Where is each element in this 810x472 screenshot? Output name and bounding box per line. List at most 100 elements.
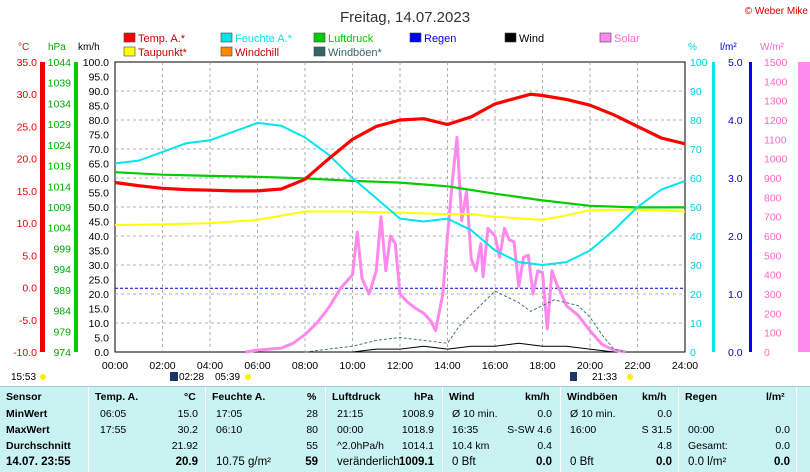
header-rain-unit: l/m² [766,391,785,403]
cell-gust-b-1: S 31.5 [641,424,672,436]
pressure-axis-bar [74,62,78,352]
cell-temp-time-1: 17:55 [100,424,127,436]
x-tick-4: 08:00 [292,360,318,372]
legend-swatch-8 [313,46,326,57]
cell-press-val-2: 1014.1 [401,440,434,452]
cell-temp-val-3: 20.9 [175,456,198,468]
cell-rain-a-2: Gesamt: [688,440,728,452]
tick-wind-4: 80.0 [89,115,110,127]
legend-swatch-2 [313,32,326,43]
cell-temp-val-0: 15.0 [177,408,198,420]
legend-label-4: Wind [519,33,544,45]
header-sensor: Sensor [6,391,42,403]
tick-pressure-12: 984 [53,306,71,318]
cell-gust-b-3: 0.0 [656,456,672,468]
x-tick-8: 16:00 [482,360,508,372]
moon-icon [40,374,46,380]
tick-temp-6: 5.0 [22,250,37,262]
tick-wind-5: 75.0 [89,130,110,142]
pressure-unit: hPa [48,42,66,53]
cell-press-time-0: 21:15 [337,408,364,420]
tick-rain-3: 2.0 [728,231,743,243]
tick-pressure-13: 979 [53,326,71,338]
tick-wind-12: 40.0 [89,231,110,243]
cell-wind-b-1: S-SW 4.6 [507,424,552,436]
tick-wind-8: 60.0 [89,173,110,185]
tick-solar-3: 1200 [764,115,788,127]
x-tick-0: 00:00 [102,360,128,372]
tick-rain-5: 0.0 [728,347,743,359]
tick-wind-3: 85.0 [89,101,110,113]
cell-hum-time-3: 10.75 g/m² [216,456,271,468]
legend-label-6: Taupunkt* [138,47,188,59]
tick-temp-0: 35.0 [17,57,38,69]
tick-solar-2: 1300 [764,96,788,108]
sunset-time: 21:33 [592,372,617,383]
tick-wind-17: 15.0 [89,304,110,316]
legend-label-1: Feuchte A.* [235,33,293,45]
tick-wind-19: 5.0 [94,333,109,345]
x-tick-10: 20:00 [577,360,603,372]
tick-humidity-10: 0 [690,347,696,359]
cell-rain-b-3: 0.0 [774,456,790,468]
cell-press-time-2: ^2.0hPa/h [337,440,384,452]
wind-unit: km/h [78,42,100,53]
tick-pressure-7: 1009 [48,202,72,214]
tick-humidity-7: 30 [690,260,702,272]
series-luftdruck [114,171,685,209]
header-temp-unit: °C [184,391,196,403]
x-tick-9: 18:00 [529,360,555,372]
legend-swatch-7 [220,46,233,57]
sunrise-icon [245,374,251,380]
moon-rise-time: 15:53 [11,372,36,383]
series-feuchtea [114,121,686,266]
header-wind-unit: km/h [525,391,550,403]
tick-wind-1: 95.0 [89,72,110,84]
cell-press-time-3: veränderlich [337,456,400,468]
tick-humidity-4: 60 [690,173,702,185]
cell-rain-b-1: 0.0 [775,424,790,436]
tick-humidity-3: 70 [690,144,702,156]
cell-press-val-0: 1008.9 [401,408,434,420]
tick-wind-2: 90.0 [89,86,110,98]
cell-hum-val-2: 55 [306,440,318,452]
header-pressure-unit: hPa [414,391,434,403]
tick-solar-15: 0 [764,347,770,359]
tick-pressure-2: 1034 [48,98,72,110]
tick-wind-20: 0.0 [94,347,109,359]
rain-unit: l/m² [720,42,737,53]
tick-solar-12: 300 [764,289,782,301]
tick-humidity-5: 50 [690,202,702,214]
tick-pressure-1: 1039 [48,78,72,90]
tick-wind-0: 100.0 [83,57,109,69]
tick-pressure-3: 1029 [48,119,72,131]
tick-pressure-4: 1024 [48,140,72,152]
cell-rain-a-3: 0.0 l/m² [688,456,727,468]
humidity-axis-bar [712,62,715,352]
cell-rain-b-2: 0.0 [775,440,790,452]
copyright-text: © Weber Mike [745,6,809,17]
cell-hum-time-0: 17:05 [216,408,243,420]
tick-wind-6: 70.0 [89,144,110,156]
tick-solar-14: 100 [764,328,782,340]
cell-label-2: Durchschnitt [6,440,71,452]
tick-humidity-2: 80 [690,115,702,127]
tick-humidity-6: 40 [690,231,702,243]
tick-wind-7: 65.0 [89,159,110,171]
tick-solar-0: 1500 [764,57,788,69]
tick-temp-1: 30.0 [17,89,38,101]
legend-swatch-1 [220,32,233,43]
tick-wind-14: 30.0 [89,260,110,272]
cell-wind-b-2: 0.4 [537,440,552,452]
axis-unit-row: °C hPa km/h % l/m² W/m² [18,42,785,53]
x-tick-5: 10:00 [339,360,365,372]
x-tick-6: 12:00 [387,360,413,372]
moonset-time: 02:28 [179,372,204,383]
legend-label-2: Luftdruck [328,33,374,45]
cell-wind-a-3: 0 Bft [452,456,476,468]
tick-pressure-8: 1004 [48,223,72,235]
header-temp: Temp. A. [95,391,139,403]
cell-gust-a-3: 0 Bft [570,456,594,468]
solar-axis-bar [798,62,810,352]
sunset-sun-icon [627,374,633,380]
